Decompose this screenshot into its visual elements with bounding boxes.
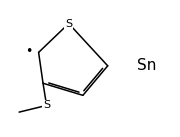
Text: Sn: Sn [137,58,156,73]
Text: S: S [43,100,50,110]
Text: •: • [25,45,33,58]
Text: S: S [65,18,72,28]
